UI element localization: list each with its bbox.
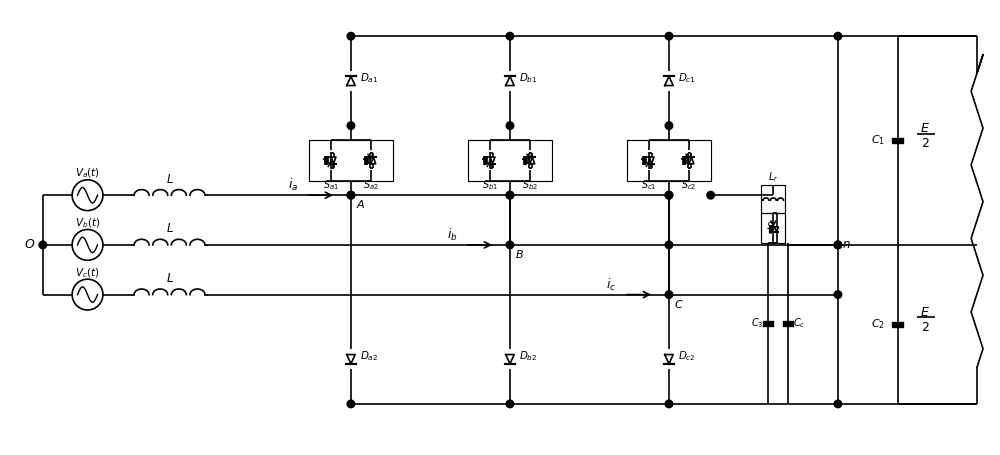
Text: $D_{a1}$: $D_{a1}$ — [360, 71, 378, 85]
Circle shape — [506, 400, 514, 408]
Text: $C_2$: $C_2$ — [871, 318, 885, 331]
Circle shape — [347, 192, 355, 199]
Text: $O$: $O$ — [24, 238, 36, 252]
Circle shape — [834, 32, 842, 40]
Circle shape — [506, 192, 514, 199]
Text: $S_{b1}$: $S_{b1}$ — [482, 178, 498, 192]
Text: $S_{c2}$: $S_{c2}$ — [681, 178, 697, 192]
Circle shape — [39, 241, 47, 249]
Bar — [468, 140, 552, 181]
Circle shape — [665, 192, 673, 199]
Bar — [761, 213, 785, 243]
Circle shape — [506, 241, 514, 249]
Text: $S_{b2}$: $S_{b2}$ — [522, 178, 538, 192]
Text: $D_{c2}$: $D_{c2}$ — [678, 349, 696, 363]
Circle shape — [347, 32, 355, 40]
Text: $D_{c1}$: $D_{c1}$ — [678, 71, 696, 85]
Text: $i_c$: $i_c$ — [606, 277, 616, 293]
Text: $C_c$: $C_c$ — [793, 317, 805, 330]
Text: $L$: $L$ — [166, 222, 173, 236]
Text: $D_{b1}$: $D_{b1}$ — [519, 71, 537, 85]
Text: $L$: $L$ — [166, 272, 173, 285]
Circle shape — [347, 192, 355, 199]
Text: $V_a(t)$: $V_a(t)$ — [75, 167, 100, 180]
Circle shape — [665, 291, 673, 298]
Text: $i_a$: $i_a$ — [288, 177, 298, 193]
Text: $C$: $C$ — [674, 298, 684, 309]
Text: $S_{a1}$: $S_{a1}$ — [323, 178, 339, 192]
Circle shape — [665, 400, 673, 408]
Text: $2$: $2$ — [921, 321, 930, 334]
Text: $E$: $E$ — [920, 306, 930, 319]
Circle shape — [506, 32, 514, 40]
Circle shape — [506, 122, 514, 129]
Text: $i_b$: $i_b$ — [447, 227, 458, 243]
Circle shape — [834, 241, 842, 249]
Circle shape — [665, 192, 673, 199]
Text: $C_3$: $C_3$ — [751, 317, 764, 330]
Text: $A$: $A$ — [356, 198, 365, 210]
Text: $V_c(t)$: $V_c(t)$ — [75, 266, 100, 279]
Text: $C_1$: $C_1$ — [871, 134, 885, 147]
Circle shape — [665, 32, 673, 40]
Text: $n$: $n$ — [842, 238, 850, 252]
Text: $2$: $2$ — [921, 137, 930, 150]
Circle shape — [665, 241, 673, 249]
Circle shape — [834, 400, 842, 408]
Text: $L$: $L$ — [166, 173, 173, 186]
Circle shape — [834, 241, 842, 249]
Circle shape — [665, 122, 673, 129]
Text: $S_{c1}$: $S_{c1}$ — [641, 178, 657, 192]
Circle shape — [347, 122, 355, 129]
Text: $S_{a2}$: $S_{a2}$ — [363, 178, 379, 192]
Text: $D_{b2}$: $D_{b2}$ — [519, 349, 537, 363]
Bar — [309, 140, 393, 181]
Text: $L_r$: $L_r$ — [768, 170, 779, 184]
Circle shape — [506, 192, 514, 199]
Text: $B$: $B$ — [515, 248, 524, 260]
Text: $S_3$: $S_3$ — [766, 220, 777, 233]
Circle shape — [834, 291, 842, 298]
Text: $V_b(t)$: $V_b(t)$ — [75, 216, 100, 230]
Circle shape — [707, 192, 714, 199]
Bar — [627, 140, 711, 181]
Circle shape — [347, 400, 355, 408]
Text: $E$: $E$ — [920, 122, 930, 135]
Text: $D_{a2}$: $D_{a2}$ — [360, 349, 378, 363]
Bar — [761, 185, 785, 213]
